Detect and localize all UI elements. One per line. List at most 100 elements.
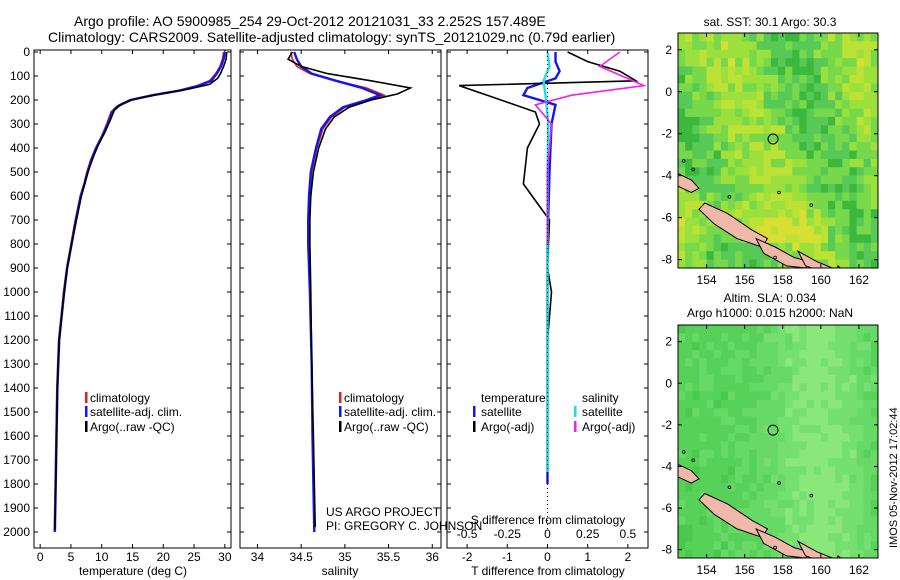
map-bottom-cell [699,466,708,476]
map-bottom-cell [813,474,822,484]
map-top-cell [756,200,765,210]
map-bottom-cell [820,508,829,517]
map-bottom-cell [849,474,858,484]
map-top-cell [849,226,858,236]
map-bottom-cell [706,449,715,459]
map-bottom-cell [749,491,758,501]
map-bottom-field [678,325,878,558]
map-bottom-cell [778,524,786,534]
map-top-cell [835,150,843,160]
map-top-cell [778,150,786,160]
sal-series-group [286,51,414,533]
map-bottom-cell [813,341,822,351]
map-bottom-cell [678,524,686,534]
map-bottom-cell [699,333,708,343]
diff-xtick-label: 1 [584,550,591,564]
map-bottom-cell [770,491,779,501]
map-bottom-cell [756,424,765,434]
map-top-cell [692,41,701,51]
map-top-cell [728,167,736,177]
pressure-tick-label: 600 [10,189,30,203]
map-top-cell [749,192,758,202]
map-top-cell [685,251,693,261]
map-top-cell [799,150,808,160]
map-bottom-cell [813,499,822,509]
map-bottom-cell [756,516,765,526]
map-top-cell [742,167,751,177]
map-bottom-cell [778,474,786,484]
map-bottom-cell [792,358,801,368]
map-bottom-cell [870,483,878,493]
map-bottom-cell [828,524,836,534]
map-top-cell [813,226,822,236]
map-bottom-cell [742,449,751,459]
map-top-cell [770,108,779,118]
map-top-cell [828,158,836,168]
map-top-cell [713,74,722,84]
map-bottom-cell [835,441,843,451]
map-bottom-cell [778,458,786,468]
map-bottom-cell [792,399,801,409]
map-bottom-cell [742,508,751,517]
map-top-cell [749,158,758,168]
map-top-cell [792,58,801,68]
map-top-cell [699,58,708,68]
map-bottom-cell [870,508,878,517]
map-bottom-cell [735,416,743,426]
map-bottom-cell [735,458,743,468]
map-top-cell [749,175,758,185]
map-top-cell [856,158,865,168]
map-top-land-4 [836,265,842,268]
map-bottom-cell [699,391,708,401]
map-top-cell [770,91,779,101]
map-top-cell [799,217,808,227]
pressure-tick-label: 2000 [3,525,30,539]
map-bottom-cell [806,499,815,509]
map-bottom-cell [856,549,865,558]
map-bottom-cell [778,441,786,451]
map-bottom-cell [720,524,729,534]
map-top-cell [742,242,751,252]
pressure-tick-label: 1800 [3,477,30,491]
map-top-cell [785,100,793,110]
map-bottom-cell [728,433,736,443]
map-bottom-cell [778,374,786,384]
map-bottom-cell [756,341,765,351]
map-top-cell [856,150,865,160]
map-top-cell [856,184,865,194]
map-bottom-cell [828,449,836,459]
map-bottom-cell [828,408,836,418]
map-bottom-cell [706,374,715,384]
diff-s-tick-label: 0.25 [576,527,600,541]
map-top-cell [763,142,772,152]
map-bottom-cell [728,325,736,334]
map-bottom-cell [685,433,693,443]
map-bottom-cell [713,383,722,393]
map-bottom-cell [778,466,786,476]
diff-legend-s-argo-swatch [574,421,577,432]
map-top-cell [678,217,686,227]
map-bottom-cell [842,466,851,476]
map-bottom-cell [870,474,878,484]
map-top-cell [835,167,843,177]
map-top-cell [763,116,772,126]
map-top-cell [699,49,708,59]
map-bottom-cell [692,533,701,542]
map-top-cell [685,108,693,118]
map-top-islet [727,194,732,199]
map-top-cell [870,58,878,68]
map-top-cell [713,91,722,101]
map-bottom-cell [692,416,701,426]
map-top-cell [763,33,772,42]
map-top-cell [813,133,822,143]
map-top-cell [806,49,815,59]
map-bottom-cell [870,516,878,526]
map-bottom-cell [742,533,751,542]
map-top-cell [835,74,843,84]
map-top-cell [749,108,758,118]
map-bottom-cell [763,474,772,484]
map-bottom-cell [856,366,865,376]
map-top-cell [785,66,793,76]
map-top-cell [763,108,772,118]
map-bottom-cell [678,483,686,493]
